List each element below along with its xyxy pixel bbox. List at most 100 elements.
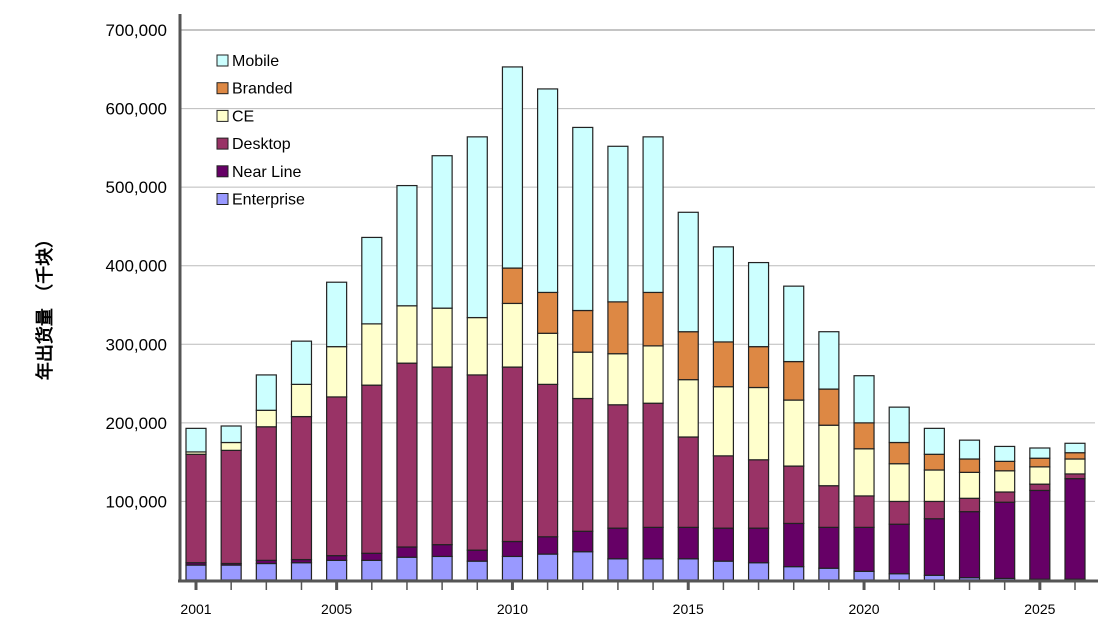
bar-segment-desktop	[466, 374, 488, 551]
bar-segment-near-line	[536, 536, 559, 555]
legend-item-near-line: Near Line	[216, 164, 301, 181]
bar-segment-ce	[677, 379, 699, 438]
bar-segment-branded	[1064, 452, 1086, 460]
bar-segment-enterprise	[290, 562, 313, 581]
bar-segment-ce	[255, 409, 277, 428]
bar-segment-mobile	[853, 375, 875, 424]
bar-segment-near-line	[326, 555, 348, 561]
bar-segment-enterprise	[255, 562, 277, 581]
bar-segment-near-line	[1064, 478, 1086, 580]
legend-label: Near Line	[232, 164, 301, 181]
bar-segment-ce	[783, 399, 805, 467]
bar-segment-ce	[220, 441, 242, 451]
bar-segment-mobile	[607, 145, 629, 303]
bar-segment-ce	[1064, 458, 1086, 475]
bar-segment-enterprise	[572, 551, 594, 581]
legend-item-branded: Branded	[216, 81, 293, 98]
bar-segment-enterprise	[536, 553, 559, 581]
bar-segment-branded	[642, 291, 664, 347]
bar-segment-mobile	[958, 439, 981, 460]
bar-segment-enterprise	[712, 560, 735, 581]
bar-segment-near-line	[572, 530, 594, 553]
bar-segment-near-line	[431, 544, 453, 558]
bar-segment-ce	[1029, 466, 1051, 485]
legend-swatch	[216, 165, 229, 178]
bar-segment-enterprise	[466, 560, 488, 581]
bar-segment-desktop	[220, 449, 242, 565]
bar-segment-near-line	[396, 546, 418, 558]
bar-segment-desktop	[712, 455, 735, 529]
bar-segment-mobile	[431, 155, 453, 309]
x-tick-label: 2005	[321, 601, 352, 617]
bar-segment-ce	[994, 470, 1016, 493]
bar-segment-mobile	[572, 126, 594, 312]
bar-segment-branded	[1029, 457, 1051, 468]
bar-segment-desktop	[994, 491, 1016, 503]
bar-segment-branded	[958, 458, 981, 473]
bar-segment-branded	[783, 360, 805, 401]
bar-segment-mobile	[642, 136, 664, 294]
bar-segment-ce	[958, 471, 981, 499]
bar-segment-ce	[853, 448, 875, 497]
x-tick-label: 2001	[180, 601, 211, 617]
bar-segment-ce	[712, 386, 735, 457]
x-tick-labels: 2001 2005 2010 2015 2020 2025	[180, 582, 1076, 617]
bar-segment-ce	[361, 323, 383, 386]
bar-segment-enterprise	[501, 555, 524, 581]
bar-segment-desktop	[747, 459, 770, 529]
bar-segment-near-line	[1029, 489, 1051, 580]
bar-segment-branded	[888, 441, 910, 465]
y-axis-label: 年出货量 （千块）	[34, 230, 56, 380]
bar-segment-ce	[747, 386, 770, 461]
legend-label: Mobile	[232, 53, 279, 70]
bar-segment-enterprise	[185, 564, 207, 581]
legend-item-mobile: Mobile	[216, 53, 279, 70]
bar-segment-desktop	[818, 485, 840, 528]
bar-segment-enterprise	[396, 556, 418, 581]
bar-segment-branded	[572, 309, 594, 353]
bar-segment-ce	[326, 346, 348, 398]
bar-segment-ce	[572, 351, 594, 400]
legend-swatch	[216, 193, 229, 205]
bar-segment-near-line	[677, 526, 699, 560]
bar-segment-mobile	[818, 331, 840, 390]
bar-segment-near-line	[607, 527, 629, 560]
bar-segment-enterprise	[818, 567, 840, 581]
bar-segment-near-line	[994, 501, 1016, 580]
bar-segment-ce	[431, 307, 453, 368]
bar-segment-near-line	[888, 523, 910, 575]
bar-segment-mobile	[185, 427, 207, 453]
bar-segment-near-line	[747, 527, 770, 564]
y-tick-label: 600,000	[106, 100, 167, 119]
legend-swatch	[216, 137, 229, 150]
bar-segment-enterprise	[361, 559, 383, 581]
bar-segment-mobile	[677, 211, 699, 333]
bar-segment-mobile	[712, 246, 735, 343]
bar-segment-branded	[677, 331, 699, 381]
bar-segment-ce	[501, 302, 524, 368]
bar-segment-branded	[818, 388, 840, 426]
bar-segment-ce	[466, 316, 488, 376]
bar-segment-ce	[290, 383, 313, 418]
bar-segment-enterprise	[677, 558, 699, 581]
x-tick-label: 2020	[848, 601, 879, 617]
bar-segment-mobile	[1064, 442, 1086, 454]
bar-segment-ce	[607, 353, 629, 406]
bar-segment-ce	[818, 424, 840, 487]
bar-segment-enterprise	[220, 564, 242, 581]
bar-segment-desktop	[326, 396, 348, 557]
bar-segment-mobile	[326, 281, 348, 348]
y-tick-label: 300,000	[106, 335, 167, 354]
bar-segment-near-line	[818, 526, 840, 569]
y-tick-labels: 100,000 200,000 300,000 400,000 500,000 600,0…	[106, 21, 167, 511]
y-tick-label: 400,000	[106, 257, 167, 276]
bar-segment-mobile	[536, 88, 559, 294]
bar-segment-ce	[642, 345, 664, 404]
bar-segment-enterprise	[923, 574, 945, 581]
y-tick-label: 700,000	[106, 21, 167, 40]
x-tick-label: 2015	[673, 601, 704, 617]
legend-swatch	[216, 109, 229, 122]
bar-segment-ce	[536, 332, 559, 385]
bar-segment-desktop	[396, 362, 418, 548]
